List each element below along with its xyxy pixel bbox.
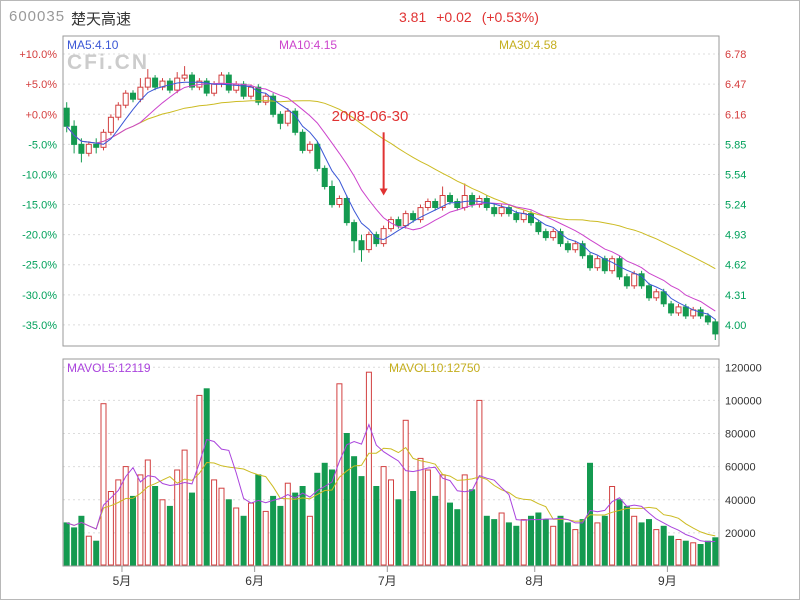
svg-text:-30.0%: -30.0% [22, 290, 57, 302]
svg-text:4.93: 4.93 [725, 230, 746, 242]
annotation-label: 2008-06-30 [331, 108, 409, 126]
svg-text:80000: 80000 [725, 429, 756, 441]
svg-text:-10.0%: -10.0% [22, 169, 57, 181]
grid-lines [63, 53, 719, 534]
candles [63, 66, 719, 340]
svg-text:40000: 40000 [725, 495, 756, 507]
svg-text:4.31: 4.31 [725, 290, 746, 302]
ma30-line [66, 100, 716, 270]
svg-text:+10.0%: +10.0% [19, 49, 57, 61]
svg-text:6.47: 6.47 [725, 79, 746, 91]
svg-text:-15.0%: -15.0% [22, 200, 57, 212]
ma5-label: MA5:4.10 [67, 38, 119, 52]
svg-text:-35.0%: -35.0% [22, 320, 57, 332]
svg-text:-20.0%: -20.0% [22, 230, 57, 242]
ma10-label: MA10:4.15 [279, 38, 338, 52]
svg-text:9月: 9月 [658, 574, 677, 588]
svg-text:+5.0%: +5.0% [26, 79, 58, 91]
svg-text:60000: 60000 [725, 462, 756, 474]
svg-text:-25.0%: -25.0% [22, 260, 57, 272]
svg-text:+0.0%: +0.0% [26, 109, 58, 121]
ma30-label: MA30:4.58 [499, 38, 558, 52]
mavol5-label: MAVOL5:12119 [67, 361, 151, 375]
svg-text:7月: 7月 [378, 574, 397, 588]
panel-frames [62, 35, 720, 567]
quote: 3.81 +0.02 (+0.53%) [399, 9, 549, 25]
svg-text:5月: 5月 [113, 574, 132, 588]
header: 600035 楚天高速 3.81 +0.02 (+0.53%) [9, 8, 793, 30]
volume-ma-lines [66, 423, 716, 543]
stock-code: 600035 [9, 8, 66, 25]
ma10-line [66, 82, 716, 312]
svg-text:5.85: 5.85 [725, 139, 746, 151]
svg-text:5.24: 5.24 [725, 200, 746, 212]
quote-price: 3.81 [399, 9, 427, 25]
svg-text:6.78: 6.78 [725, 49, 746, 61]
svg-text:-5.0%: -5.0% [28, 139, 57, 151]
x-axis: 5月 6月 7月 8月 9月 [113, 566, 677, 588]
annotation-arrow [379, 132, 388, 196]
svg-text:6月: 6月 [245, 574, 264, 588]
svg-text:8月: 8月 [525, 574, 544, 588]
quote-change: +0.02 [436, 9, 472, 25]
axis-labels: +10.0% 6.78 +5.0% 6.47 +0.0% 6.16 -5.0% 5.85 -10… [19, 49, 761, 540]
mavol10-line [66, 446, 716, 537]
volume-bars [63, 371, 719, 566]
svg-text:100000: 100000 [725, 395, 762, 407]
ma-lines [66, 81, 716, 320]
svg-text:6.16: 6.16 [725, 109, 746, 121]
svg-text:20000: 20000 [725, 528, 756, 540]
svg-text:4.62: 4.62 [725, 260, 746, 272]
svg-text:120000: 120000 [725, 362, 762, 374]
svg-text:4.00: 4.00 [725, 320, 746, 332]
mavol5-line [66, 423, 716, 543]
stock-name: 楚天高速 [71, 11, 132, 28]
quote-change-pct: (+0.53%) [481, 9, 539, 25]
mavol10-label: MAVOL10:12750 [389, 361, 481, 375]
ma5-line [66, 81, 716, 320]
svg-text:5.54: 5.54 [725, 169, 746, 181]
watermark-cfi-cn: CFi.CN [67, 51, 149, 74]
